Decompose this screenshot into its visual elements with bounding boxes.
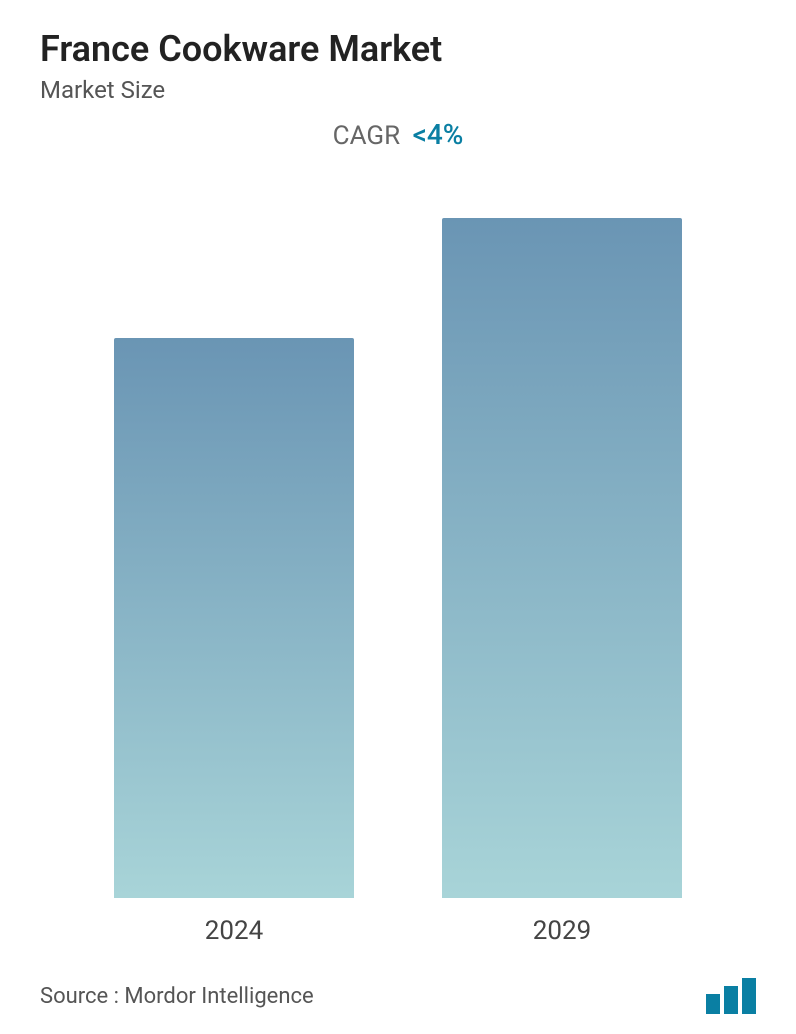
brand-logo-icon — [706, 978, 756, 1014]
bar-category-label: 2029 — [533, 916, 591, 946]
bar-group: 2024 — [114, 338, 354, 946]
bar — [442, 218, 682, 898]
source-label: Source : Mordor Intelligence — [40, 984, 314, 1009]
bar-group: 2029 — [442, 218, 682, 946]
cagr-label: CAGR — [333, 121, 400, 151]
bar — [114, 338, 354, 898]
logo-bar-icon — [742, 978, 756, 1014]
chart-card: France Cookware Market Market Size CAGR … — [0, 0, 796, 1034]
chart-footer: Source : Mordor Intelligence — [40, 972, 756, 1014]
chart-subtitle: Market Size — [40, 76, 756, 104]
logo-bar-icon — [706, 994, 720, 1014]
chart-title: France Cookware Market — [40, 28, 756, 70]
cagr-line: CAGR <4% — [40, 118, 756, 151]
bar-chart: 2024 2029 — [40, 161, 756, 946]
cagr-value: <4% — [413, 118, 464, 151]
logo-bar-icon — [724, 986, 738, 1014]
bar-category-label: 2024 — [205, 916, 263, 946]
